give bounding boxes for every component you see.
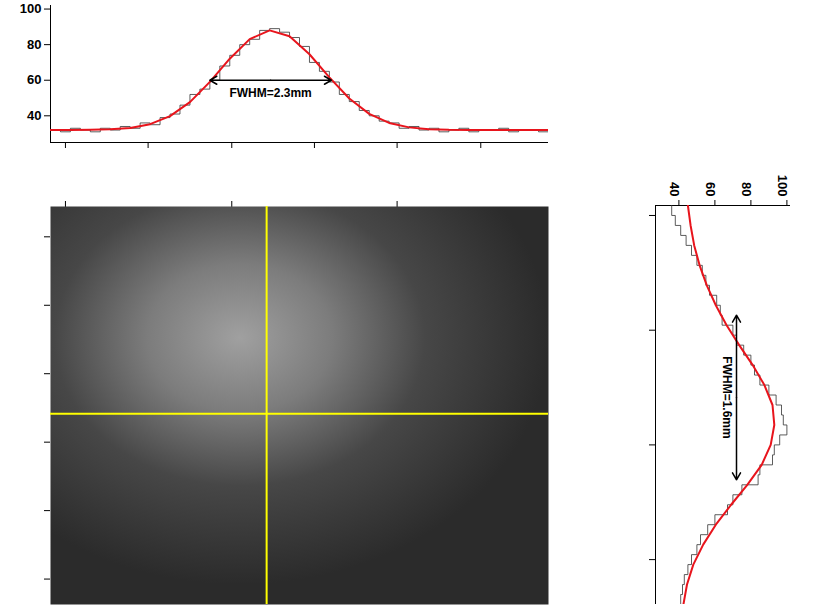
svg-text:80: 80 [27,37,41,52]
svg-text:80: 80 [739,182,754,196]
svg-text:100: 100 [20,1,42,16]
svg-text:FWHM=1.6mm: FWHM=1.6mm [720,356,734,438]
svg-text:60: 60 [27,72,41,87]
svg-text:40: 40 [667,182,682,196]
svg-text:40: 40 [27,108,41,123]
svg-text:60: 60 [703,182,718,196]
svg-text:100: 100 [775,175,790,197]
svg-text:FWHM=2.3mm: FWHM=2.3mm [229,86,311,100]
